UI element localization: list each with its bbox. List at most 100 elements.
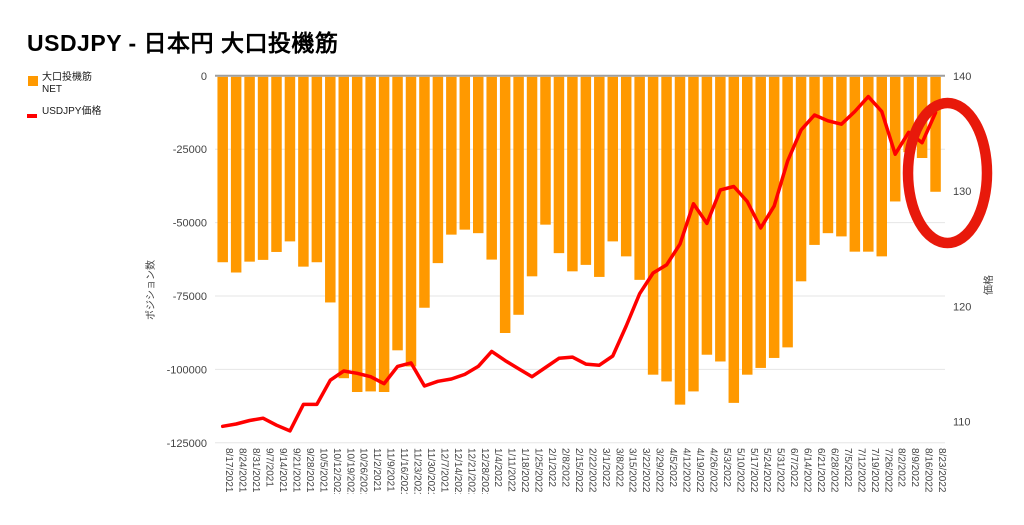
bar	[863, 76, 874, 252]
svg-text:10/12/2021: 10/12/2021	[331, 448, 342, 498]
bar	[849, 76, 861, 252]
svg-text:11/16/2021: 11/16/2021	[398, 448, 409, 498]
bar	[473, 76, 484, 234]
bar	[459, 76, 471, 230]
bar	[446, 76, 457, 235]
svg-text:3/8/2022: 3/8/2022	[613, 448, 624, 487]
price-series-swatch-icon	[27, 114, 37, 118]
bar	[889, 76, 901, 202]
legend: 大口投機筋 NET USDJPY価格	[27, 72, 157, 138]
bar	[620, 76, 632, 257]
svg-text:2/1/2022: 2/1/2022	[546, 448, 557, 487]
left-axis-tick-labels: 0 -25000 -50000 -75000 -100000 -125000	[167, 71, 207, 450]
svg-text:12/21/2021: 12/21/2021	[465, 448, 476, 498]
bar	[230, 76, 242, 273]
svg-text:2/8/2022: 2/8/2022	[559, 448, 570, 487]
svg-text:12/28/2021: 12/28/2021	[479, 448, 490, 498]
bar	[594, 76, 605, 277]
bar	[728, 76, 740, 403]
svg-text:9/7/2021: 9/7/2021	[264, 448, 275, 487]
svg-text:-50000: -50000	[173, 218, 207, 230]
bar	[634, 76, 645, 280]
svg-text:9/28/2021: 9/28/2021	[304, 448, 315, 493]
bar	[540, 76, 551, 225]
bar	[392, 76, 403, 351]
bar	[311, 76, 323, 263]
svg-text:8/24/2021: 8/24/2021	[237, 448, 248, 493]
bar	[338, 76, 349, 379]
svg-text:1/25/2022: 1/25/2022	[533, 448, 544, 493]
bar	[432, 76, 444, 264]
bar	[755, 76, 766, 368]
svg-text:5/24/2022: 5/24/2022	[761, 448, 772, 493]
legend-price-label: USDJPY価格	[42, 106, 102, 117]
svg-text:8/31/2021: 8/31/2021	[250, 448, 261, 493]
bar	[661, 76, 672, 382]
svg-text:1/18/2022: 1/18/2022	[519, 448, 530, 493]
svg-text:-125000: -125000	[167, 438, 207, 450]
svg-text:5/10/2022: 5/10/2022	[734, 448, 745, 493]
x-axis-date-labels: 8/17/2021 8/24/2021 8/31/2021 9/7/2021 9/14/…	[223, 448, 947, 498]
svg-text:7/12/2022: 7/12/2022	[855, 448, 866, 493]
svg-text:3/29/2022: 3/29/2022	[654, 448, 665, 493]
bar	[271, 76, 282, 252]
bar	[715, 76, 726, 362]
bar	[782, 76, 793, 348]
svg-text:120: 120	[953, 301, 971, 313]
svg-text:9/14/2021: 9/14/2021	[277, 448, 288, 493]
svg-text:6/7/2022: 6/7/2022	[788, 448, 799, 487]
svg-text:3/22/2022: 3/22/2022	[640, 448, 651, 493]
bar	[607, 76, 618, 242]
legend-item-net: 大口投機筋 NET	[27, 72, 157, 96]
bar	[526, 76, 538, 277]
bar	[351, 76, 363, 393]
svg-text:2/15/2022: 2/15/2022	[573, 448, 584, 493]
bar	[701, 76, 713, 355]
svg-text:9/21/2021: 9/21/2021	[290, 448, 301, 493]
bar	[903, 76, 914, 153]
bar	[257, 76, 269, 260]
svg-text:7/26/2022: 7/26/2022	[882, 448, 893, 493]
bar	[647, 76, 659, 375]
svg-text:1/11/2022: 1/11/2022	[506, 448, 517, 492]
bar	[768, 76, 780, 358]
usdjpy-price-line	[220, 94, 938, 433]
svg-text:8/23/2022: 8/23/2022	[936, 448, 947, 493]
svg-text:2/22/2022: 2/22/2022	[586, 448, 597, 493]
bar	[284, 76, 296, 242]
svg-text:12/14/2021: 12/14/2021	[452, 448, 463, 498]
svg-text:10/26/2021: 10/26/2021	[358, 448, 369, 498]
svg-text:4/5/2022: 4/5/2022	[667, 448, 678, 487]
svg-text:6/28/2022: 6/28/2022	[828, 448, 839, 493]
bar	[513, 76, 524, 315]
svg-text:-25000: -25000	[173, 144, 207, 156]
svg-text:8/17/2021: 8/17/2021	[223, 448, 234, 493]
svg-text:3/1/2022: 3/1/2022	[600, 448, 611, 487]
bar	[809, 76, 820, 245]
right-axis-tick-labels: 140 130 120 110	[953, 71, 971, 429]
svg-text:4/12/2022: 4/12/2022	[681, 448, 692, 493]
svg-text:11/9/2021: 11/9/2021	[385, 448, 396, 492]
svg-text:1/4/2022: 1/4/2022	[492, 448, 503, 487]
svg-text:140: 140	[953, 71, 971, 83]
bar	[298, 76, 309, 267]
bar	[567, 76, 578, 272]
svg-text:-100000: -100000	[167, 364, 207, 376]
svg-text:8/16/2022: 8/16/2022	[923, 448, 934, 493]
bar	[486, 76, 497, 260]
svg-text:10/5/2021: 10/5/2021	[317, 448, 328, 493]
svg-text:12/7/2021: 12/7/2021	[438, 448, 449, 493]
svg-text:5/17/2022: 5/17/2022	[748, 448, 759, 493]
bar	[822, 76, 834, 234]
bar	[405, 76, 417, 367]
legend-item-price: USDJPY価格	[27, 106, 157, 128]
bar	[217, 76, 228, 263]
bar	[876, 76, 887, 257]
bar	[378, 76, 390, 393]
svg-text:-75000: -75000	[173, 291, 207, 303]
bar	[419, 76, 430, 308]
svg-text:130: 130	[953, 186, 971, 198]
svg-text:6/21/2022: 6/21/2022	[815, 448, 826, 493]
svg-text:7/5/2022: 7/5/2022	[842, 448, 853, 487]
